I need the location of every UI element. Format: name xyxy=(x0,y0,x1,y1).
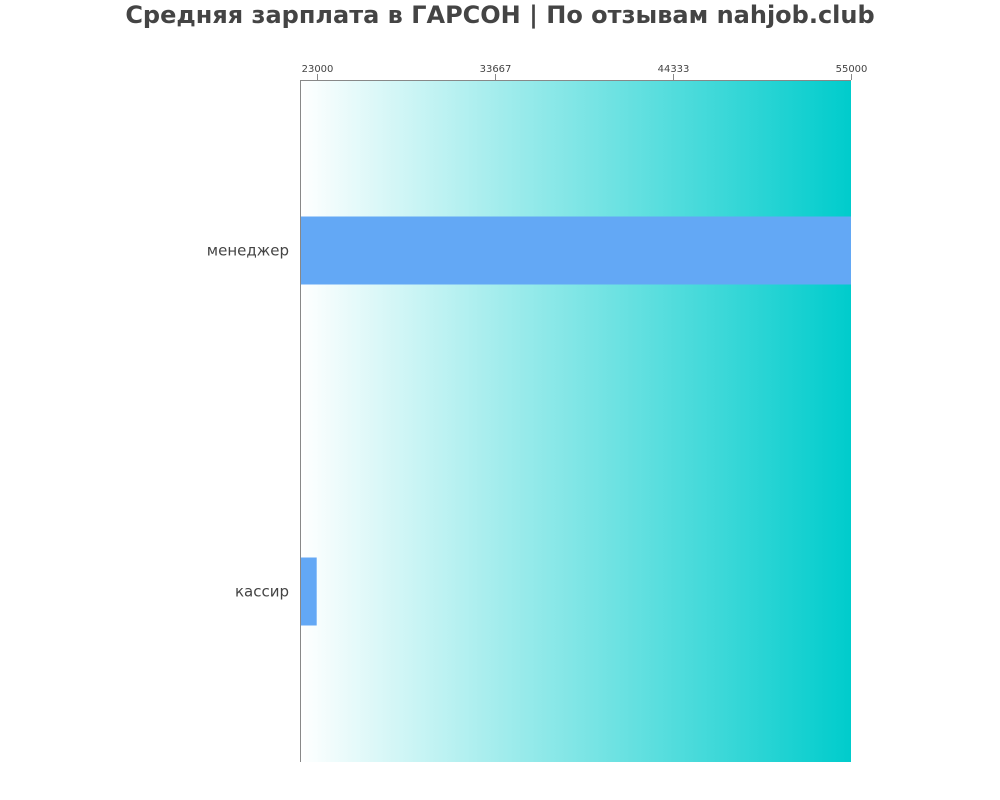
bar xyxy=(300,216,851,285)
x-tick-label: 23000 xyxy=(302,64,334,75)
category-label: кассир xyxy=(235,583,289,601)
chart-title: Средняя зарплата в ГАРСОН | По отзывам n… xyxy=(125,1,875,29)
x-tick-label: 44333 xyxy=(658,64,690,75)
x-tick-label: 33667 xyxy=(480,64,512,75)
plot-background xyxy=(300,80,851,762)
bar xyxy=(300,557,317,626)
x-tick-label: 55000 xyxy=(836,64,868,75)
category-label: менеджер xyxy=(207,242,289,260)
